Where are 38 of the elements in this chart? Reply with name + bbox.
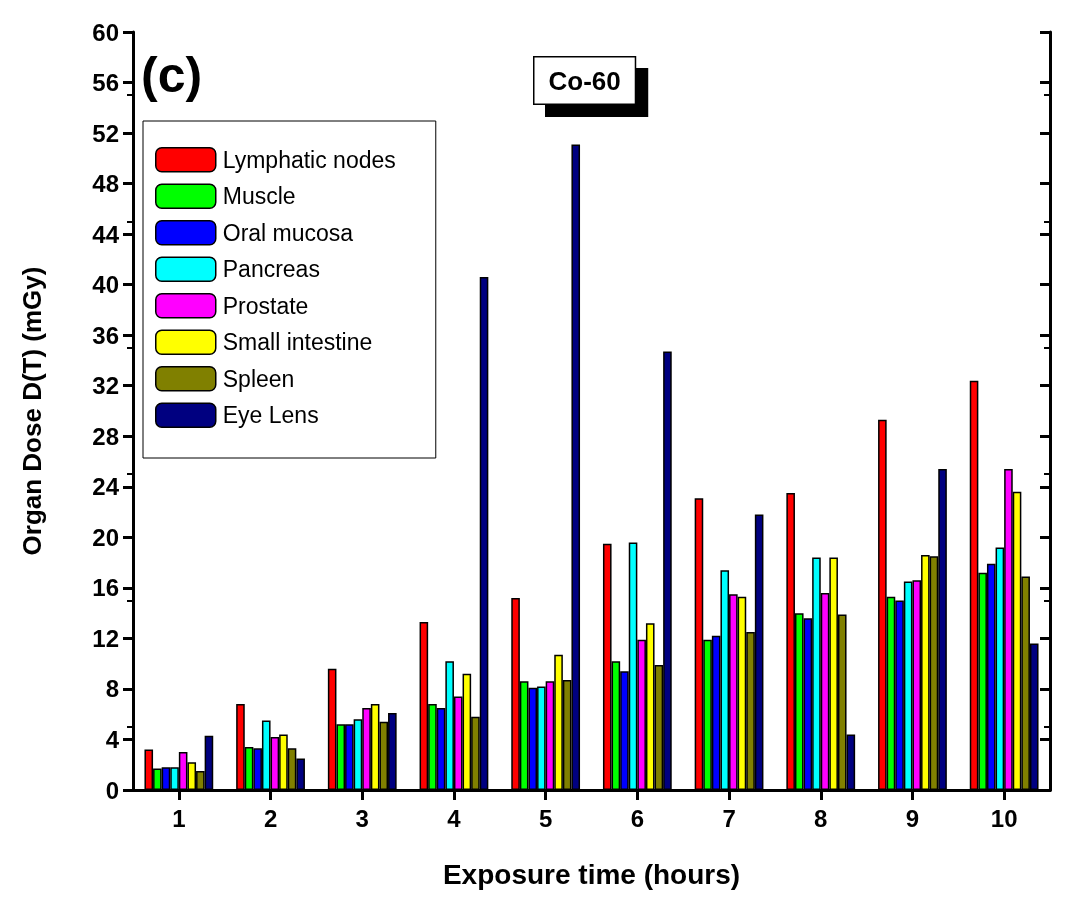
- y-tick-label: 48: [92, 170, 119, 198]
- annotation: (c): [141, 47, 203, 103]
- legend-label: Muscle: [222, 183, 296, 210]
- legend-label: Pancreas: [222, 256, 320, 283]
- y-tick-label: 60: [92, 18, 119, 46]
- x-tick-label: 2: [263, 804, 278, 832]
- y-tick-label: 36: [92, 321, 119, 349]
- legend-label: Prostate: [222, 292, 309, 319]
- x-tick-label: 10: [990, 804, 1018, 832]
- y-tick-label: 40: [92, 271, 119, 299]
- y-tick-label: 20: [92, 523, 119, 551]
- y-tick-label: 28: [92, 422, 119, 450]
- x-tick-label: 7: [722, 804, 736, 832]
- x-tick-label: 4: [447, 804, 462, 832]
- y-tick-label: 12: [92, 624, 119, 652]
- legend-label: Oral mucosa: [222, 219, 354, 246]
- y-axis-title: Organ Dose D(T) (mGy): [17, 266, 47, 556]
- x-tick-label: 1: [172, 804, 186, 832]
- x-tick-label: 5: [538, 804, 553, 832]
- x-tick-label: 3: [355, 804, 369, 832]
- y-tick-label: 56: [92, 69, 119, 97]
- y-tick-label: 16: [92, 574, 119, 602]
- x-tick-label: 8: [814, 804, 828, 832]
- y-tick-label: 32: [92, 372, 119, 400]
- x-tick-label: 6: [630, 804, 645, 832]
- legend-label: Eye Lens: [222, 402, 319, 429]
- y-tick-label: 0: [105, 776, 119, 804]
- y-tick-label: 8: [105, 675, 119, 703]
- legend-label: Lymphatic nodes: [222, 146, 396, 173]
- y-tick-label: 4: [105, 725, 120, 753]
- legend-label: Spleen: [222, 365, 295, 392]
- annotation: Co-60: [548, 65, 621, 96]
- legend-label: Small intestine: [222, 329, 373, 356]
- x-axis-title: Exposure time (hours): [442, 858, 741, 890]
- y-tick-label: 52: [92, 119, 119, 147]
- x-tick-label: 9: [905, 804, 920, 832]
- y-tick-label: 24: [92, 473, 120, 501]
- y-tick-label: 44: [92, 220, 120, 248]
